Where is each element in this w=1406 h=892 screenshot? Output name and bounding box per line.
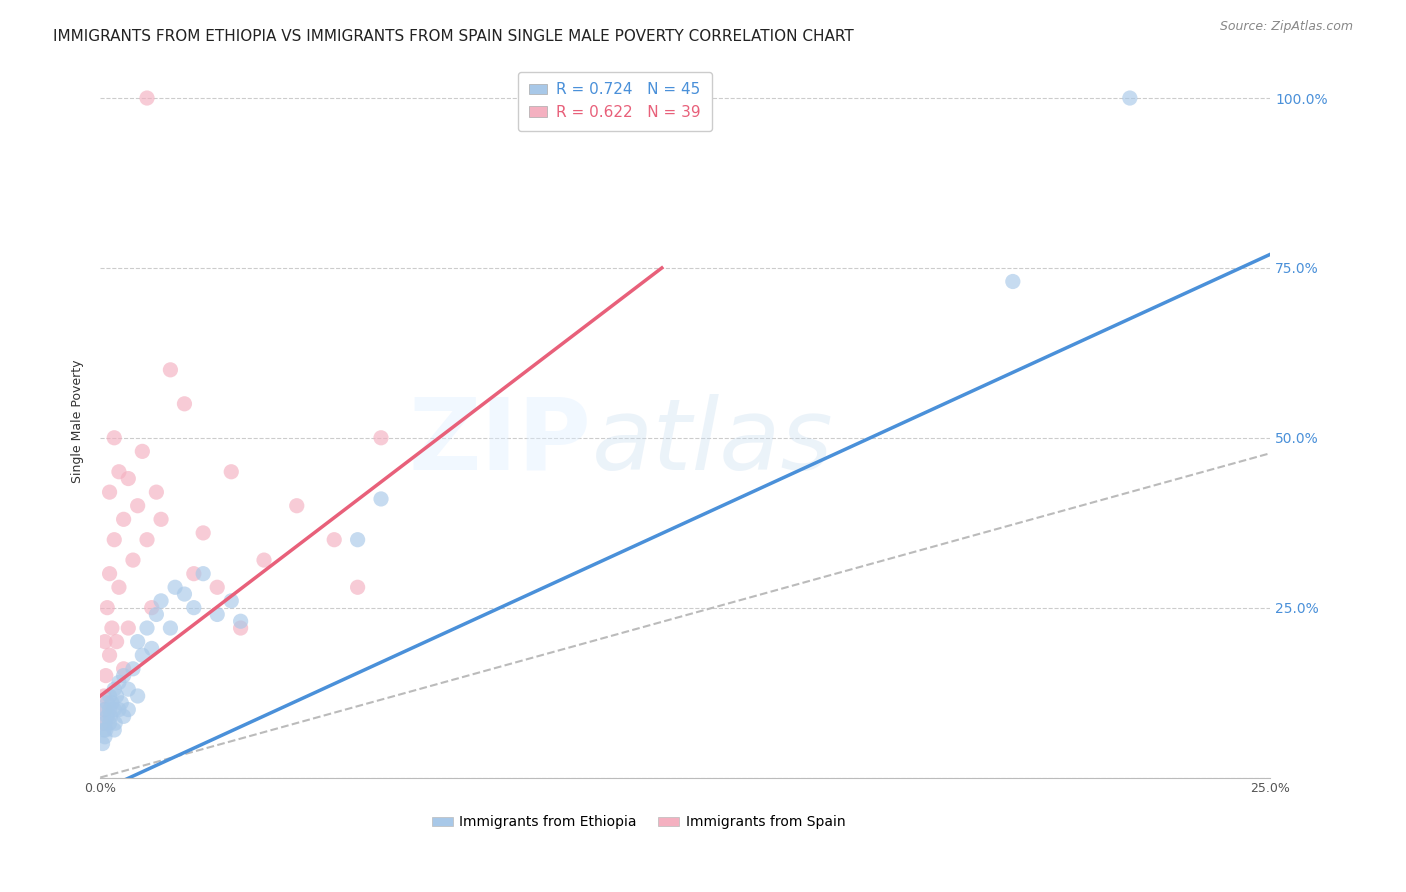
Point [346, 580, 368, 594]
Point [112, 512, 135, 526]
Point [93, 723, 115, 737]
Point [108, 580, 131, 594]
Point [108, 465, 131, 479]
Point [173, 397, 195, 411]
Point [98, 689, 121, 703]
Point [159, 621, 181, 635]
Point [91, 737, 114, 751]
Y-axis label: Single Male Poverty: Single Male Poverty [72, 359, 84, 483]
Point [98, 716, 121, 731]
Point [131, 444, 153, 458]
Point [103, 431, 125, 445]
Point [98, 702, 121, 716]
Text: atlas: atlas [592, 393, 834, 491]
Point [150, 594, 173, 608]
Point [108, 702, 131, 716]
Point [370, 491, 392, 506]
Legend: Immigrants from Ethiopia, Immigrants from Spain: Immigrants from Ethiopia, Immigrants fro… [426, 810, 851, 835]
Point [103, 533, 125, 547]
Point [117, 702, 139, 716]
Point [105, 634, 128, 648]
Point [323, 533, 346, 547]
Point [229, 621, 252, 635]
Point [112, 668, 135, 682]
Point [346, 533, 368, 547]
Point [159, 363, 181, 377]
Text: IMMIGRANTS FROM ETHIOPIA VS IMMIGRANTS FROM SPAIN SINGLE MALE POVERTY CORRELATIO: IMMIGRANTS FROM ETHIOPIA VS IMMIGRANTS F… [53, 29, 855, 45]
Point [98, 485, 121, 500]
Point [112, 662, 135, 676]
Point [96, 709, 118, 723]
Point [141, 600, 163, 615]
Point [127, 689, 149, 703]
Point [183, 566, 205, 581]
Point [96, 600, 118, 615]
Point [93, 689, 115, 703]
Point [112, 709, 135, 723]
Point [131, 648, 153, 663]
Point [104, 716, 127, 731]
Point [98, 566, 121, 581]
Point [110, 696, 132, 710]
Point [370, 431, 392, 445]
Point [108, 675, 131, 690]
Text: Source: ZipAtlas.com: Source: ZipAtlas.com [1219, 20, 1353, 33]
Point [101, 696, 124, 710]
Point [253, 553, 276, 567]
Point [1119, 91, 1142, 105]
Point [193, 525, 215, 540]
Point [145, 607, 167, 622]
Point [122, 662, 145, 676]
Text: ZIP: ZIP [409, 393, 592, 491]
Point [136, 533, 159, 547]
Point [94, 730, 117, 744]
Point [103, 702, 125, 716]
Point [100, 709, 122, 723]
Point [1001, 275, 1024, 289]
Point [122, 553, 145, 567]
Point [193, 566, 215, 581]
Point [165, 580, 187, 594]
Point [219, 465, 242, 479]
Point [136, 621, 159, 635]
Point [127, 634, 149, 648]
Point [285, 499, 308, 513]
Point [183, 600, 205, 615]
Point [98, 648, 121, 663]
Point [173, 587, 195, 601]
Point [141, 641, 163, 656]
Point [91, 716, 114, 731]
Point [94, 702, 117, 716]
Point [117, 471, 139, 485]
Point [105, 689, 128, 703]
Point [229, 614, 252, 628]
Point [96, 696, 118, 710]
Point [94, 668, 117, 682]
Point [103, 723, 125, 737]
Point [145, 485, 167, 500]
Point [150, 512, 173, 526]
Point [205, 580, 228, 594]
Point [94, 634, 117, 648]
Point [94, 702, 117, 716]
Point [94, 723, 117, 737]
Point [136, 91, 159, 105]
Point [117, 621, 139, 635]
Point [205, 607, 228, 622]
Point [103, 682, 125, 697]
Point [101, 621, 124, 635]
Point [94, 716, 117, 731]
Point [127, 499, 149, 513]
Point [117, 682, 139, 697]
Point [219, 594, 242, 608]
